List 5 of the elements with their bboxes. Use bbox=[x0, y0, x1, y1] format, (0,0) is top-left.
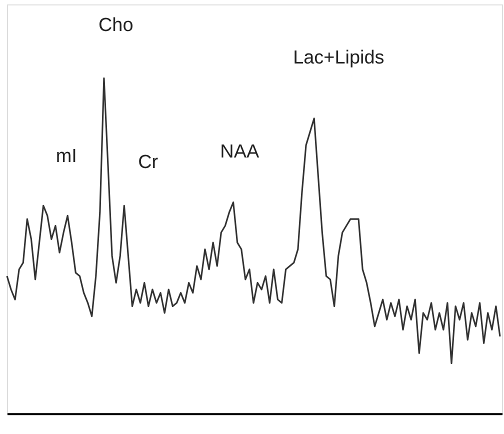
annotation: mI bbox=[56, 146, 77, 167]
annotation: NAA bbox=[220, 142, 260, 163]
text: Lac+Lipids bbox=[293, 48, 384, 69]
annotation: Cr bbox=[138, 152, 158, 173]
text: Cho bbox=[98, 14, 134, 36]
